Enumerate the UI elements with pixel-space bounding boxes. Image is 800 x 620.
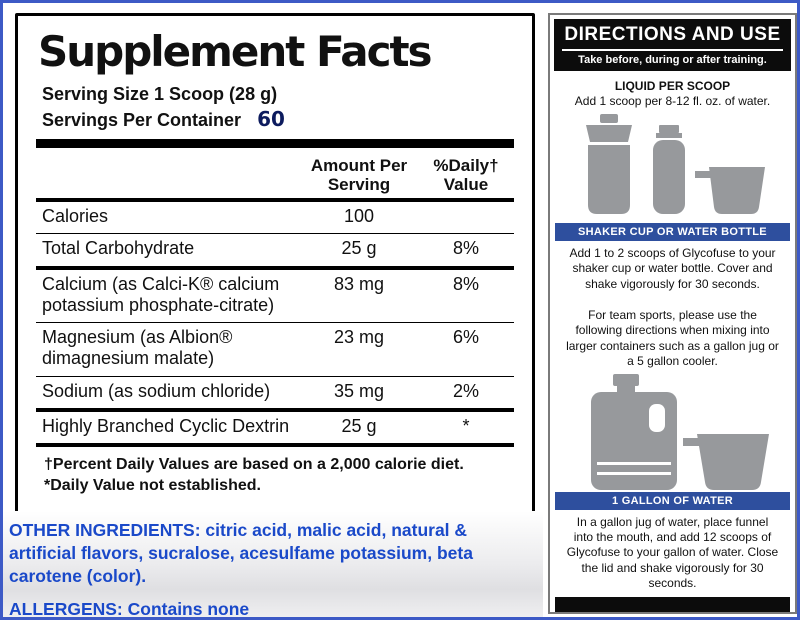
liquid-per-scoop-heading: LIQUID PER SCOOP (614, 79, 731, 93)
shaker-instructions: Add 1 to 2 scoops of Glycofuse to your s… (569, 246, 776, 291)
supplement-facts-title: Supplement Facts (38, 27, 433, 76)
nutrient-dv: 2% (452, 380, 479, 401)
servings-per-container: Servings Per Container 60 (42, 107, 514, 131)
nutrient-amount: 25 g (341, 238, 377, 259)
water-bottle-icon (652, 140, 685, 214)
divider-thin (36, 233, 514, 235)
nutrient-amount: 83 mg (333, 273, 385, 294)
other-ingredients-line: OTHER INGREDIENTS: citric acid, malic ac… (9, 519, 533, 588)
fact-row-carbohydrate: Total Carbohydrate 25 g 8% (36, 234, 514, 265)
other-ingredients-text: citric acid, malic acid, natural & artif… (9, 520, 473, 587)
other-ingredients-section: OTHER INGREDIENTS: citric acid, malic ac… (3, 511, 543, 620)
truncated-section-bar (555, 597, 790, 612)
nutrient-name: Calcium (as Calci-K® calcium potassium p… (42, 273, 280, 315)
nutrient-amount: 100 (343, 206, 375, 227)
footnote-daily-values: †Percent Daily Values are based on a 2,0… (44, 456, 464, 474)
nutrient-amount: 25 g (341, 415, 377, 436)
servings-per-container-value: 60 (257, 107, 285, 132)
directions-subtitle: Take before, during or after training. (578, 54, 767, 66)
fact-row-calcium: Calcium (as Calci-K® calcium potassium p… (36, 270, 514, 322)
divider-thick (36, 139, 514, 149)
nutrient-name: Highly Branched Cyclic Dextrin (42, 415, 290, 436)
nutrient-dv: * (462, 415, 470, 436)
shaker-lid-icon (585, 125, 632, 142)
nutrient-amount: 35 mg (333, 380, 385, 401)
gallon-bar: 1 GALLON OF WATER (555, 491, 790, 510)
gallon-jug-scoop-icon (590, 373, 769, 490)
bottle-neck-icon (655, 133, 682, 138)
nutrient-name: Sodium (as sodium chloride) (42, 380, 271, 401)
jug-rib-icon (596, 471, 671, 475)
divider-medium (36, 265, 514, 270)
shaker-bar: SHAKER CUP OR WATER BOTTLE (555, 223, 790, 241)
fact-row-magnesium: Magnesium (as Albion® dimagnesium malate… (36, 323, 514, 375)
amount-per-serving-header: Amount Per Serving (310, 156, 408, 195)
gallon-instructions: In a gallon jug of water, place funnel i… (566, 514, 779, 590)
supplement-facts-panel: Supplement Facts Serving Size 1 Scoop (2… (15, 13, 535, 514)
nutrient-name: Calories (42, 206, 109, 227)
other-ingredients-label: OTHER INGREDIENTS: (9, 520, 201, 540)
nutrient-dv: 8% (452, 273, 479, 294)
shaker-cap-icon (599, 114, 618, 123)
gallon-jug-scoop-graphic (554, 373, 791, 492)
nutrient-dv: 8% (452, 238, 479, 259)
allergens-text: Contains none (122, 599, 250, 620)
fact-row-dextrin: Highly Branched Cyclic Dextrin 25 g * (36, 412, 514, 443)
fact-row-calories: Calories 100 (36, 202, 514, 233)
scoop-handle-icon (694, 171, 713, 178)
divider-thin (36, 322, 514, 324)
team-sports-note: For team sports, please use the followin… (566, 308, 779, 369)
divider-medium (36, 198, 514, 203)
jug-neck-icon (616, 385, 635, 392)
jug-handle-icon (648, 403, 665, 432)
nutrient-name: Total Carbohydrate (42, 238, 195, 259)
allergens-line: ALLERGENS: Contains none (9, 598, 533, 620)
divider-medium (36, 407, 514, 412)
scoop-icon (708, 167, 765, 214)
scoop-large-icon (696, 433, 769, 490)
nutrient-name: Magnesium (as Albion® dimagnesium malate… (42, 327, 233, 369)
scoop-handle-icon (682, 437, 701, 446)
shaker-bottle-scoop-graphic (554, 113, 791, 223)
shaker-cup-icon (587, 145, 630, 214)
facts-footnotes: †Percent Daily Values are based on a 2,0… (36, 447, 514, 501)
jug-cap-icon (612, 373, 639, 386)
divider-medium (36, 443, 514, 448)
nutrient-amount: 23 mg (333, 327, 385, 348)
directions-panel: DIRECTIONS AND USE Take before, during o… (548, 13, 797, 614)
daily-value-header: %Daily† Value (433, 156, 499, 195)
directions-header: DIRECTIONS AND USE Take before, during o… (554, 19, 791, 71)
allergens-label: ALLERGENS: (9, 599, 123, 620)
directions-title: DIRECTIONS AND USE (562, 24, 783, 51)
liquid-per-scoop-text: Add 1 scoop per 8-12 fl. oz. of water. (574, 94, 771, 108)
shaker-bottle-scoop-icon (585, 114, 765, 214)
jug-rib-icon (596, 461, 671, 465)
servings-per-container-label: Servings Per Container (42, 110, 242, 131)
fact-row-sodium: Sodium (as sodium chloride) 35 mg 2% (36, 377, 514, 408)
divider-thin (36, 375, 514, 377)
nutrient-dv: 6% (452, 327, 479, 348)
facts-header-row: Amount Per Serving %Daily† Value (36, 148, 514, 198)
bottle-cap-icon (658, 125, 679, 133)
gallon-jug-icon (590, 391, 677, 490)
serving-size: Serving Size 1 Scoop (28 g) (42, 84, 278, 105)
footnote-dv-not-established: *Daily Value not established. (44, 476, 261, 494)
